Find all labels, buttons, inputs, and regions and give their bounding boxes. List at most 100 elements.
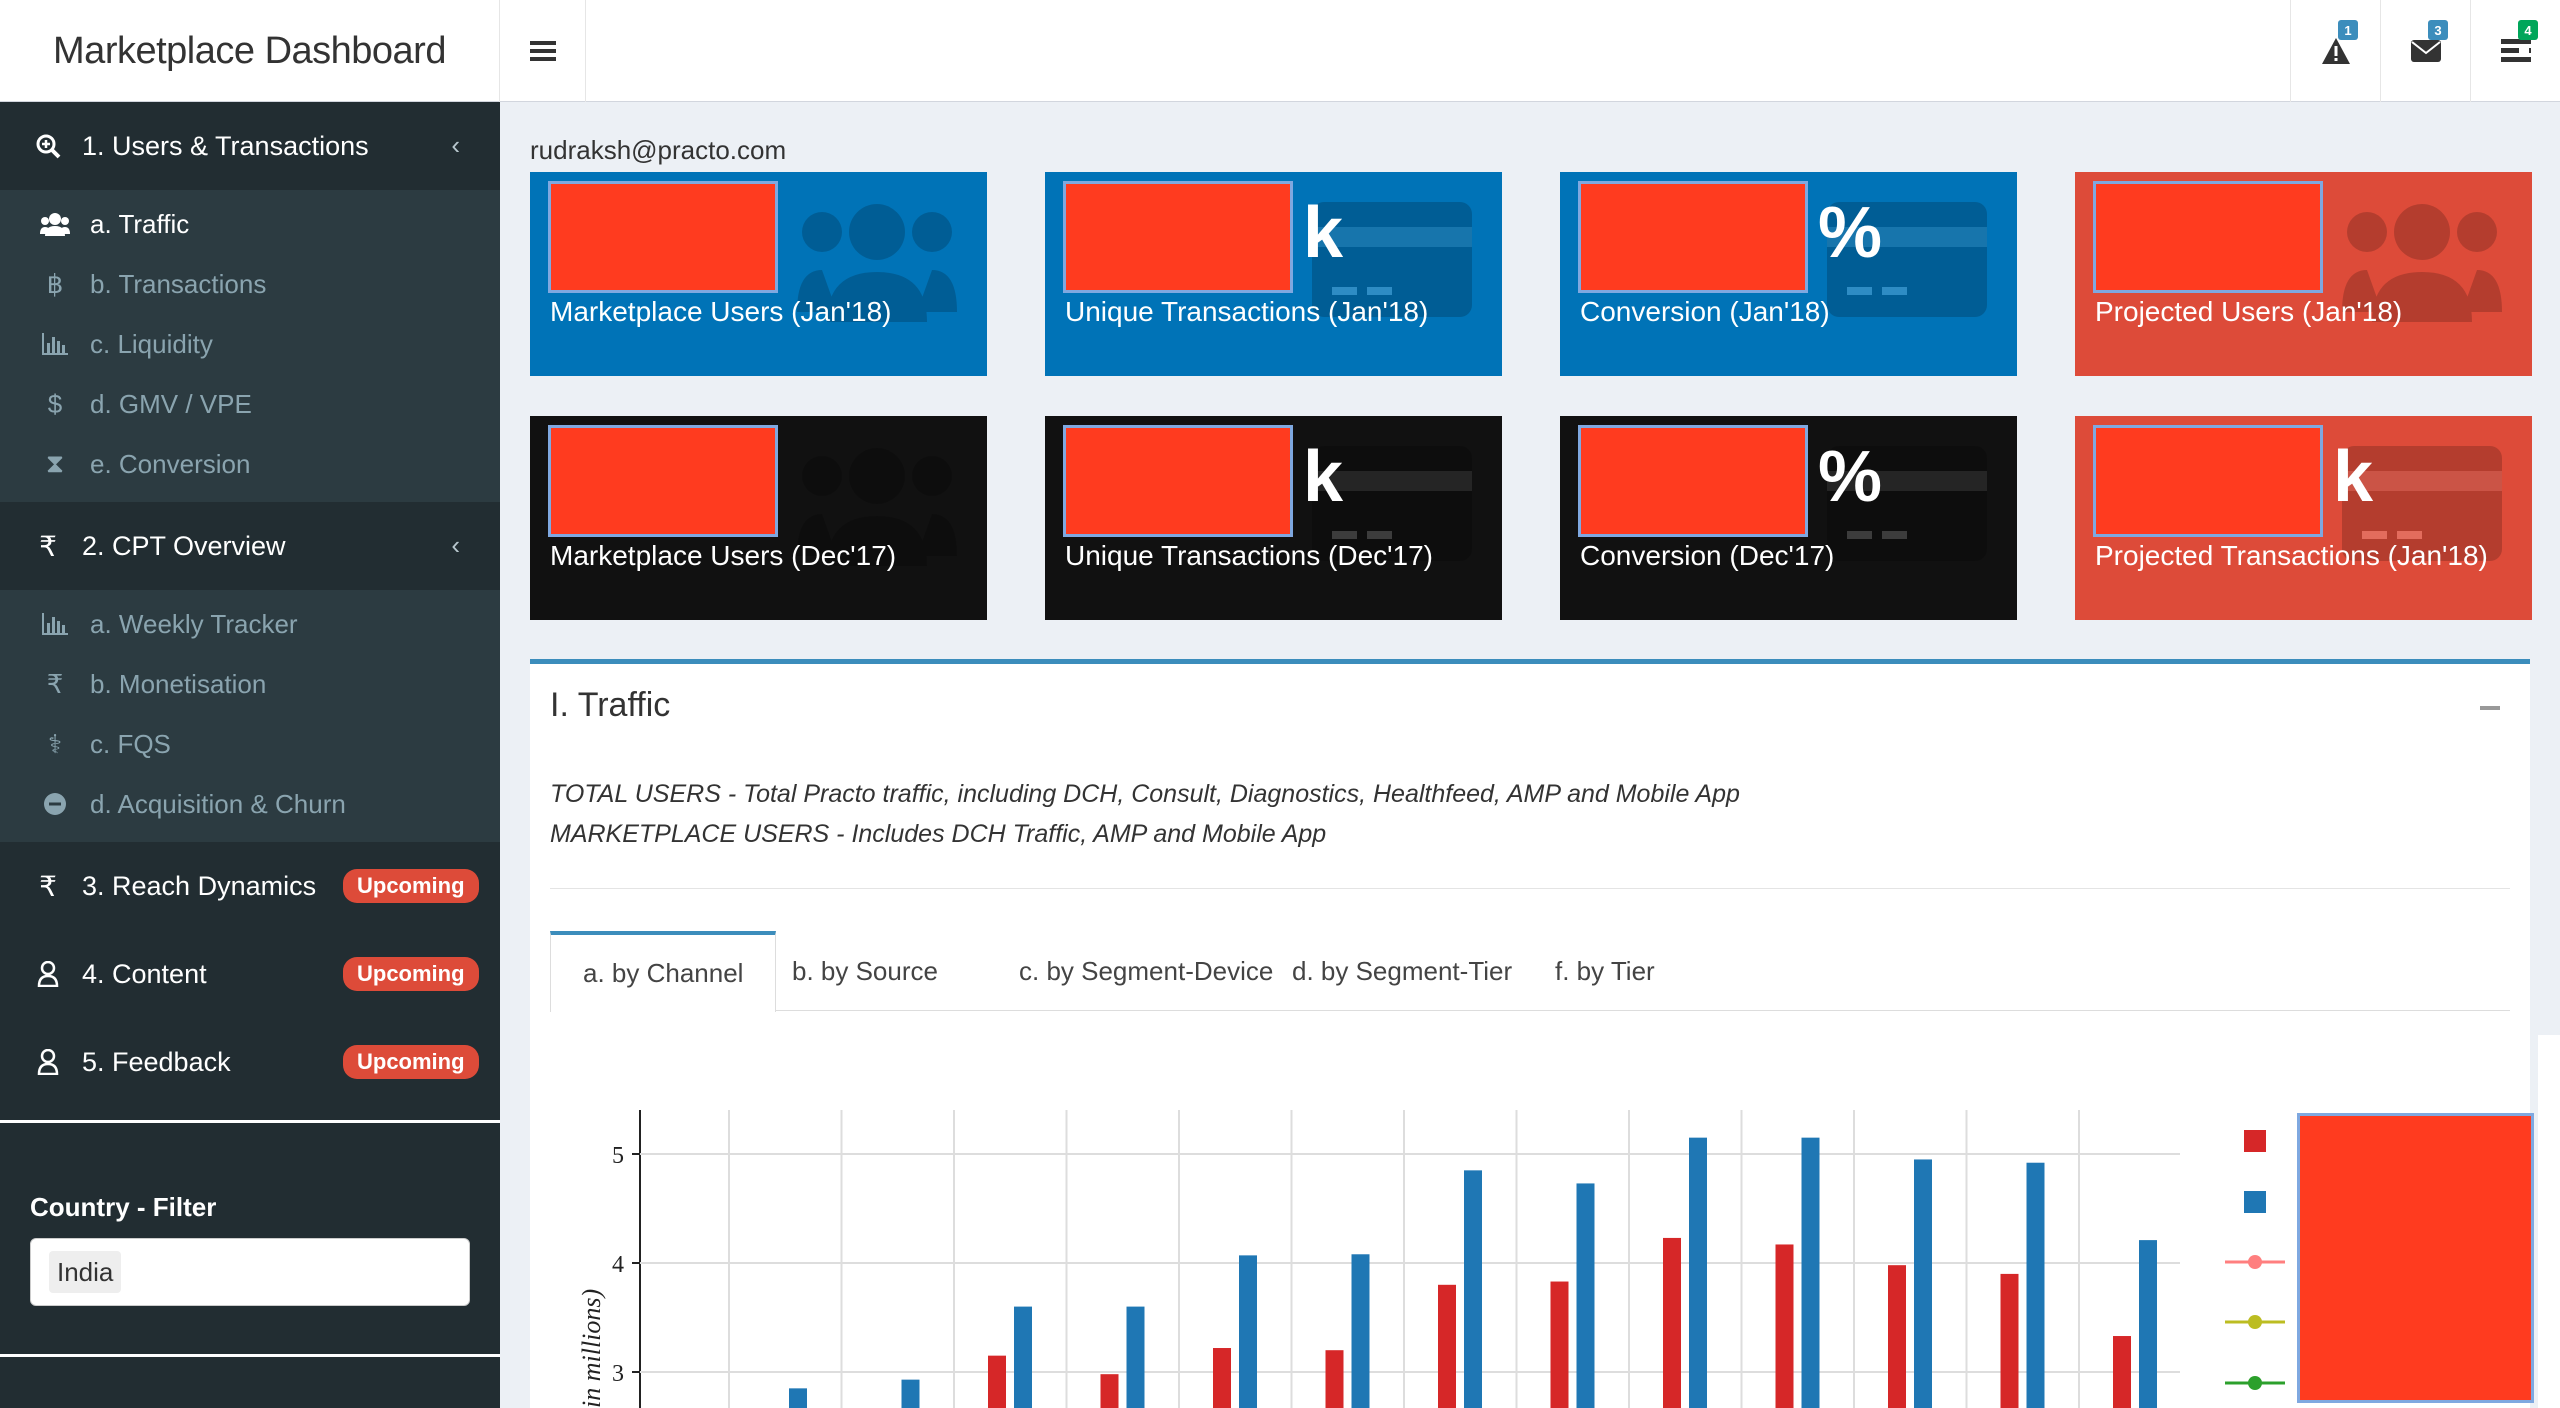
users-icon xyxy=(38,212,72,236)
kpi-unit-suffix: k xyxy=(2333,437,2374,517)
sidebar-section-users-transactions[interactable]: 1. Users & Transactions ‹ xyxy=(0,102,500,190)
sidebar-section-content[interactable]: 4. Content Upcoming xyxy=(0,930,500,1018)
users-icon xyxy=(797,448,957,566)
sidebar-section-label: 2. CPT Overview xyxy=(82,530,286,561)
bitcoin-icon: ฿ xyxy=(46,268,64,299)
country-filter-select[interactable]: India xyxy=(30,1238,470,1306)
chevron-left-icon: ‹ xyxy=(451,530,460,560)
tab-by-channel[interactable]: a. by Channel xyxy=(550,931,777,1012)
sidebar-item-conversion[interactable]: ⧗ e. Conversion xyxy=(0,434,500,494)
sidebar-item-label: a. Traffic xyxy=(90,208,190,239)
search-plus-icon xyxy=(32,133,64,159)
top-navbar: Marketplace Dashboard 1 3 4 xyxy=(0,0,2560,102)
kpi-label: Marketplace Users (Dec'17) xyxy=(550,540,897,571)
sidebar-divider xyxy=(0,1354,500,1357)
kpi-label: Projected Users (Jan'18) xyxy=(2095,296,2403,327)
sidebar-item-label: d. Acquisition & Churn xyxy=(90,788,346,819)
kpi-tile: k Unique Transactions (Dec'17) xyxy=(1045,416,1502,620)
rupee-icon: ₹ xyxy=(39,530,57,562)
stethoscope-icon: ⚕ xyxy=(47,728,63,759)
user-email: rudraksh@practo.com xyxy=(530,135,787,165)
sidebar-item-label: d. GMV / VPE xyxy=(90,388,252,419)
collapse-button[interactable] xyxy=(2480,706,2500,710)
sidebar-section-label: 4. Content xyxy=(82,958,207,989)
sidebar-item-acquisition-churn[interactable]: d. Acquisition & Churn xyxy=(0,774,500,834)
rupee-icon: ₹ xyxy=(46,668,64,699)
alerts-button[interactable]: 1 xyxy=(2290,0,2380,102)
warning-icon xyxy=(2321,38,2350,64)
kpi-tile: % Conversion (Jan'18) xyxy=(1560,172,2017,376)
sidebar-section-label: 1. Users & Transactions xyxy=(82,130,369,161)
sidebar-item-label: b. Transactions xyxy=(90,268,267,299)
kpi-tile: % Conversion (Dec'17) xyxy=(1560,416,2017,620)
traffic-description: TOTAL USERS - Total Practo traffic, incl… xyxy=(550,774,1740,854)
kpi-label: Conversion (Dec'17) xyxy=(1580,540,1835,571)
tab-by-source[interactable]: b. by Source xyxy=(792,955,938,986)
sidebar-item-label: c. Liquidity xyxy=(90,328,213,359)
kpi-label: Conversion (Jan'18) xyxy=(1580,296,1830,327)
users-icon xyxy=(797,204,957,322)
navbar-notifications: 1 3 4 xyxy=(2290,0,2560,102)
tab-by-segment-device[interactable]: c. by Segment-Device xyxy=(1019,955,1274,986)
user-icon xyxy=(32,1049,64,1075)
messages-button[interactable]: 3 xyxy=(2380,0,2470,102)
redacted-value xyxy=(2093,425,2323,537)
traffic-box: I. Traffic TOTAL USERS - Total Practo tr… xyxy=(530,659,2530,1408)
sidebar-item-liquidity[interactable]: c. Liquidity xyxy=(0,314,500,374)
user-icon xyxy=(32,961,64,987)
bar-chart-icon xyxy=(38,613,72,635)
page-edge xyxy=(2538,1035,2560,1408)
alerts-count-badge: 1 xyxy=(2338,20,2358,40)
legend-redaction xyxy=(2297,1113,2534,1403)
upcoming-badge: Upcoming xyxy=(343,1045,479,1079)
tab-by-tier[interactable]: f. by Tier xyxy=(1555,955,1655,986)
credit-card-icon xyxy=(2342,446,2502,561)
sidebar-section-feedback[interactable]: 5. Feedback Upcoming xyxy=(0,1018,500,1106)
redacted-value xyxy=(1578,181,1808,293)
dollar-icon: $ xyxy=(47,388,63,419)
sidebar-submenu-users: a. Traffic ฿ b. Transactions c. Liquidit… xyxy=(0,190,500,502)
sidebar-item-weekly-tracker[interactable]: a. Weekly Tracker xyxy=(0,594,500,654)
kpi-tile: k Projected Transactions (Jan'18) xyxy=(2075,416,2532,620)
kpi-unit-suffix: % xyxy=(1818,193,1883,273)
kpi-unit-suffix: % xyxy=(1818,437,1883,517)
sidebar-item-label: b. Monetisation xyxy=(90,668,267,699)
sidebar-item-monetisation[interactable]: ₹ b. Monetisation xyxy=(0,654,500,714)
kpi-label: Projected Transactions (Jan'18) xyxy=(2095,540,2488,571)
sidebar-item-fqs[interactable]: ⚕ c. FQS xyxy=(0,714,500,774)
marketplace-users-note: MARKETPLACE USERS - Includes DCH Traffic… xyxy=(550,820,1327,848)
redacted-value xyxy=(1578,425,1808,537)
redacted-value xyxy=(548,181,778,293)
hamburger-icon xyxy=(529,41,556,61)
sidebar-item-label: a. Weekly Tracker xyxy=(90,608,298,639)
sidebar-item-traffic[interactable]: a. Traffic xyxy=(0,194,500,254)
minus-circle-icon xyxy=(38,792,72,816)
sidebar-section-cpt-overview[interactable]: ₹ 2. CPT Overview ‹ xyxy=(0,502,500,590)
sidebar-toggle-button[interactable] xyxy=(500,0,586,102)
sidebar-item-gmv-vpe[interactable]: $ d. GMV / VPE xyxy=(0,374,500,434)
sidebar: 1. Users & Transactions ‹ a. Traffic ฿ b… xyxy=(0,102,500,1408)
country-filter-tag[interactable]: India xyxy=(49,1251,122,1293)
kpi-tile: k Unique Transactions (Jan'18) xyxy=(1045,172,1502,376)
rupee-icon: ₹ xyxy=(39,870,57,902)
kpi-label: Marketplace Users (Jan'18) xyxy=(550,296,892,327)
kpi-tile: Marketplace Users (Dec'17) xyxy=(530,416,987,620)
country-filter-label: Country - Filter xyxy=(30,1192,217,1222)
app-logo[interactable]: Marketplace Dashboard xyxy=(0,0,500,102)
kpi-label: Unique Transactions (Dec'17) xyxy=(1065,540,1433,571)
sidebar-submenu-cpt: a. Weekly Tracker ₹ b. Monetisation ⚕ c.… xyxy=(0,590,500,842)
redacted-value xyxy=(2093,181,2323,293)
credit-card-icon xyxy=(1312,202,1472,317)
envelope-icon xyxy=(2410,40,2441,62)
hourglass-icon: ⧗ xyxy=(45,448,65,478)
sidebar-section-label: 3. Reach Dynamics xyxy=(82,870,317,901)
redacted-value xyxy=(548,425,778,537)
tasks-button[interactable]: 4 xyxy=(2470,0,2560,102)
messages-count-badge: 3 xyxy=(2428,20,2448,40)
tab-by-segment-tier[interactable]: d. by Segment-Tier xyxy=(1292,955,1513,986)
kpi-unit-suffix: k xyxy=(1303,437,1344,517)
divider xyxy=(550,888,2510,889)
sidebar-item-transactions[interactable]: ฿ b. Transactions xyxy=(0,254,500,314)
total-users-note: TOTAL USERS - Total Practo traffic, incl… xyxy=(550,780,1740,808)
sidebar-section-reach-dynamics[interactable]: ₹ 3. Reach Dynamics Upcoming xyxy=(0,842,500,930)
